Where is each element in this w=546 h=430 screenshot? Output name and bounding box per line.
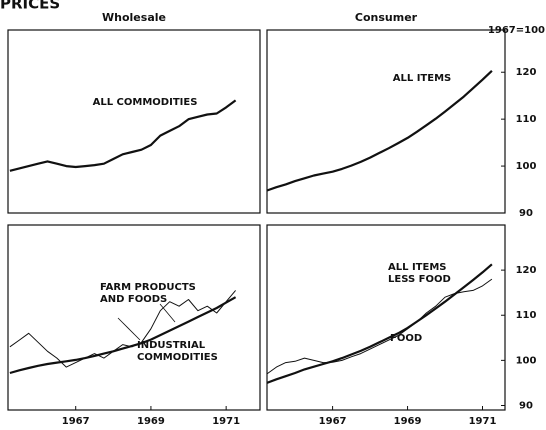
panel-frame (266, 29, 506, 214)
series-line (266, 278, 493, 375)
panel-title: Consumer (355, 11, 418, 24)
series-label: FOOD (390, 333, 422, 344)
series-line (9, 99, 237, 172)
y-tick-label: 120 (516, 67, 537, 78)
y-tick-label: 100 (516, 161, 537, 172)
x-tick-label: 1969 (137, 416, 165, 427)
panel-frame (7, 29, 261, 214)
series-line (9, 296, 237, 375)
series-label: ALL COMMODITIES (93, 97, 198, 108)
series-label: ALL ITEMS (393, 73, 452, 84)
y-tick-label: 90 (519, 400, 533, 411)
series-line (266, 263, 493, 384)
y-tick-label: 90 (519, 208, 533, 219)
x-tick-label: 1967 (62, 416, 90, 427)
page-title: PRICES (0, 0, 60, 13)
series-line (9, 290, 236, 368)
panel-frame (7, 224, 261, 411)
x-tick-label: 1971 (469, 416, 497, 427)
series-label: INDUSTRIAL COMMODITIES (137, 340, 218, 363)
panel-title: Wholesale (102, 11, 166, 24)
x-tick-label: 1967 (319, 416, 347, 427)
y-tick-label: 120 (516, 265, 537, 276)
x-tick-label: 1969 (394, 416, 422, 427)
leader-line (159, 303, 176, 323)
y-axis-label: 1967=100 (488, 25, 545, 36)
y-tick-label: 110 (516, 114, 537, 125)
panel-frame (266, 224, 506, 411)
y-tick-label: 100 (516, 355, 537, 366)
leader-line (117, 317, 141, 341)
series-label: ALL ITEMS LESS FOOD (388, 262, 451, 285)
y-tick-label: 110 (516, 310, 537, 321)
series-line (266, 70, 493, 192)
series-label: FARM PRODUCTS AND FOODS (100, 282, 196, 305)
x-tick-label: 1971 (212, 416, 240, 427)
